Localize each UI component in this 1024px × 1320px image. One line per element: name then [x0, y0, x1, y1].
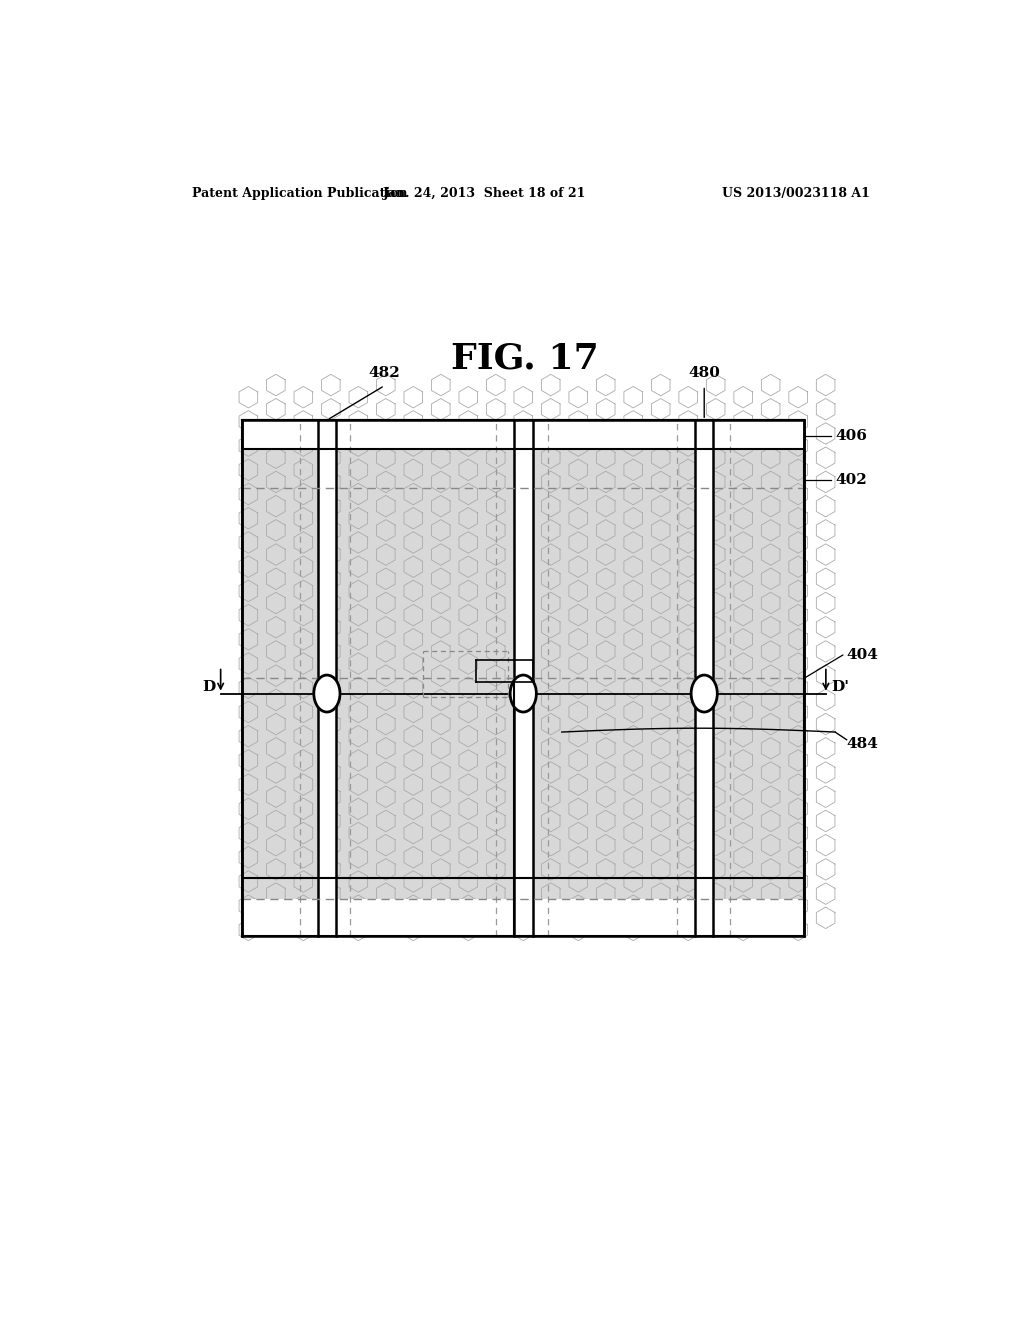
Text: 480: 480 — [688, 366, 720, 380]
Bar — [243, 420, 804, 449]
Text: D': D' — [831, 680, 849, 694]
Bar — [243, 420, 804, 936]
Text: 402: 402 — [836, 474, 867, 487]
Text: D: D — [202, 680, 215, 694]
Bar — [317, 420, 336, 936]
Ellipse shape — [691, 675, 717, 711]
Bar — [695, 420, 714, 936]
Text: US 2013/0023118 A1: US 2013/0023118 A1 — [722, 186, 869, 199]
Text: FIG. 17: FIG. 17 — [451, 342, 599, 376]
Text: Jan. 24, 2013  Sheet 18 of 21: Jan. 24, 2013 Sheet 18 of 21 — [383, 186, 587, 199]
Ellipse shape — [313, 675, 340, 711]
Text: 406: 406 — [836, 429, 867, 442]
Text: 484: 484 — [847, 737, 879, 751]
Text: 404: 404 — [847, 648, 879, 663]
Text: 482: 482 — [369, 366, 400, 380]
Bar — [514, 420, 532, 936]
Text: Patent Application Publication: Patent Application Publication — [193, 186, 408, 199]
Bar — [243, 420, 804, 936]
Bar — [243, 899, 804, 936]
Ellipse shape — [510, 675, 537, 711]
